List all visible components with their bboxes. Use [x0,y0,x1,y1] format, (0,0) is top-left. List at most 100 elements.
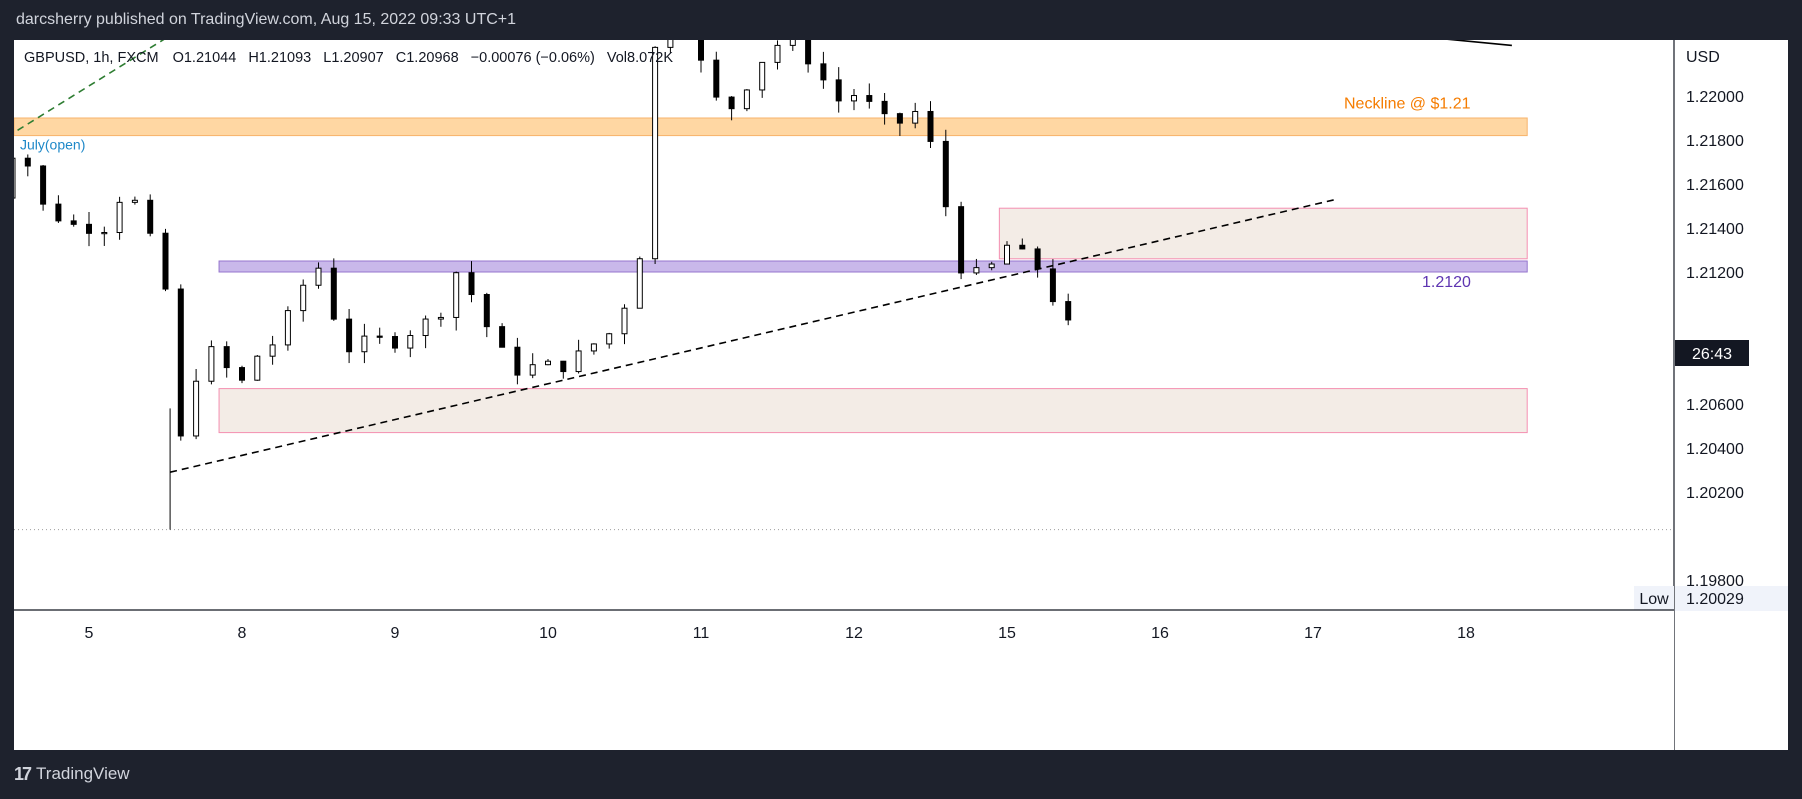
legend-high: H1.21093 [248,50,311,66]
low-label: Low [1639,591,1669,608]
level-1-2120-label: 1.2120 [1422,274,1471,291]
neckline-label: Neckline @ $1.21 [1344,96,1471,113]
candle-body [300,284,307,312]
candle-body [70,220,77,225]
price-tick-label: 1.21200 [1686,265,1744,282]
candle-body [774,44,781,63]
candle-body [590,343,597,352]
candle-body [621,307,628,335]
candle-body [392,336,398,349]
candle-body [942,140,949,208]
candle-body [499,326,506,348]
price-tick-label: 1.20600 [1686,397,1744,414]
candle-body [24,157,31,167]
candle-body [835,79,842,102]
candle-body [866,95,873,102]
time-tick-label: 18 [1457,625,1475,642]
trendline [1447,40,1512,47]
candle-body [728,96,735,110]
candle-body [759,61,766,91]
candle-body [101,232,108,235]
candle-body [851,95,857,102]
candle-body [407,335,414,349]
time-tick-label: 16 [1151,625,1169,642]
candle-body [223,346,230,369]
candle-body [789,40,796,46]
candle-body [988,263,995,269]
candle-body [927,110,934,142]
candle-body [483,294,490,328]
tradingview-logo-icon: 17 [14,763,32,784]
candle-body [86,223,92,234]
candle-body [284,310,291,346]
candle-body [545,360,551,366]
candle-body [162,232,169,290]
candle-body [713,59,720,98]
candle-body [208,346,215,382]
time-tick-label: 8 [238,625,247,642]
candle-body [912,110,919,124]
price-axis[interactable] [1674,40,1788,610]
chart-frame[interactable]: Neckline @ $1.21 July(open) 1.2120 GBPUSD,… [14,40,1788,750]
candle-body [743,89,750,110]
candle-body [361,335,368,353]
candle-body [239,367,245,381]
low-value-bg [1675,586,1788,611]
candle-body [468,272,475,296]
candle-body [606,333,613,345]
legend-close: C1.20968 [396,50,459,66]
price-tick-label: 1.20400 [1686,441,1744,458]
currency-label: USD [1686,49,1720,66]
price-tick-label: 1.21400 [1686,221,1744,238]
candle-body [40,165,47,205]
candle-body [453,272,460,318]
candle-body [881,100,888,115]
candle-body [116,201,123,234]
candle-body [698,40,704,61]
time-tick-label: 15 [998,625,1016,642]
low-value: 1.20029 [1686,591,1744,608]
candle-body [422,318,429,337]
price-chart[interactable]: Neckline @ $1.21 July(open) 1.2120 GBPUSD,… [14,40,1788,750]
candle-body [330,267,337,320]
candle-body [55,203,62,222]
time-axis[interactable] [14,610,1674,750]
candle-body [820,63,827,81]
candle-body [437,316,444,320]
purple-zone [218,260,1528,273]
candle-body [14,157,16,199]
candle-body [529,364,536,376]
legend-open: O1.21044 [173,50,237,66]
candle-body [376,335,383,338]
time-tick-label: 12 [845,625,863,642]
price-tick-label: 1.22000 [1686,89,1744,106]
footer-brand: TradingView [36,764,130,783]
candle-body [1065,301,1072,321]
candle-body [575,350,582,373]
candle-body [346,318,353,353]
trendline [169,198,1337,473]
legend-low: L1.20907 [323,50,383,66]
price-tick-label: 1.21800 [1686,133,1744,150]
candle-body [269,344,276,357]
candle-body [805,40,812,65]
candle-body [667,40,674,48]
legend-change: −0.00076 (−0.06%) [471,50,595,66]
price-tick-label: 1.21600 [1686,177,1744,194]
candle-body [131,199,138,203]
time-tick-label: 9 [391,625,400,642]
legend-volume: Vol8.072K [607,50,673,66]
time-tick-label: 10 [539,625,557,642]
zone-box [218,388,1528,434]
neckline-zone [14,117,1528,137]
ohlc-legend: GBPUSD, 1h, FXCM O1.21044 H1.21093 L1.20… [24,50,673,66]
candle-body [896,113,903,124]
candle-body [652,46,659,260]
candle-body [958,206,965,274]
candle-body [1049,268,1056,303]
candle-body [177,288,184,437]
low-label-bg [1634,586,1674,611]
publish-line: darcsherry published on TradingView.com,… [16,11,517,28]
countdown-badge [1675,340,1749,366]
candle-body [1019,244,1026,250]
